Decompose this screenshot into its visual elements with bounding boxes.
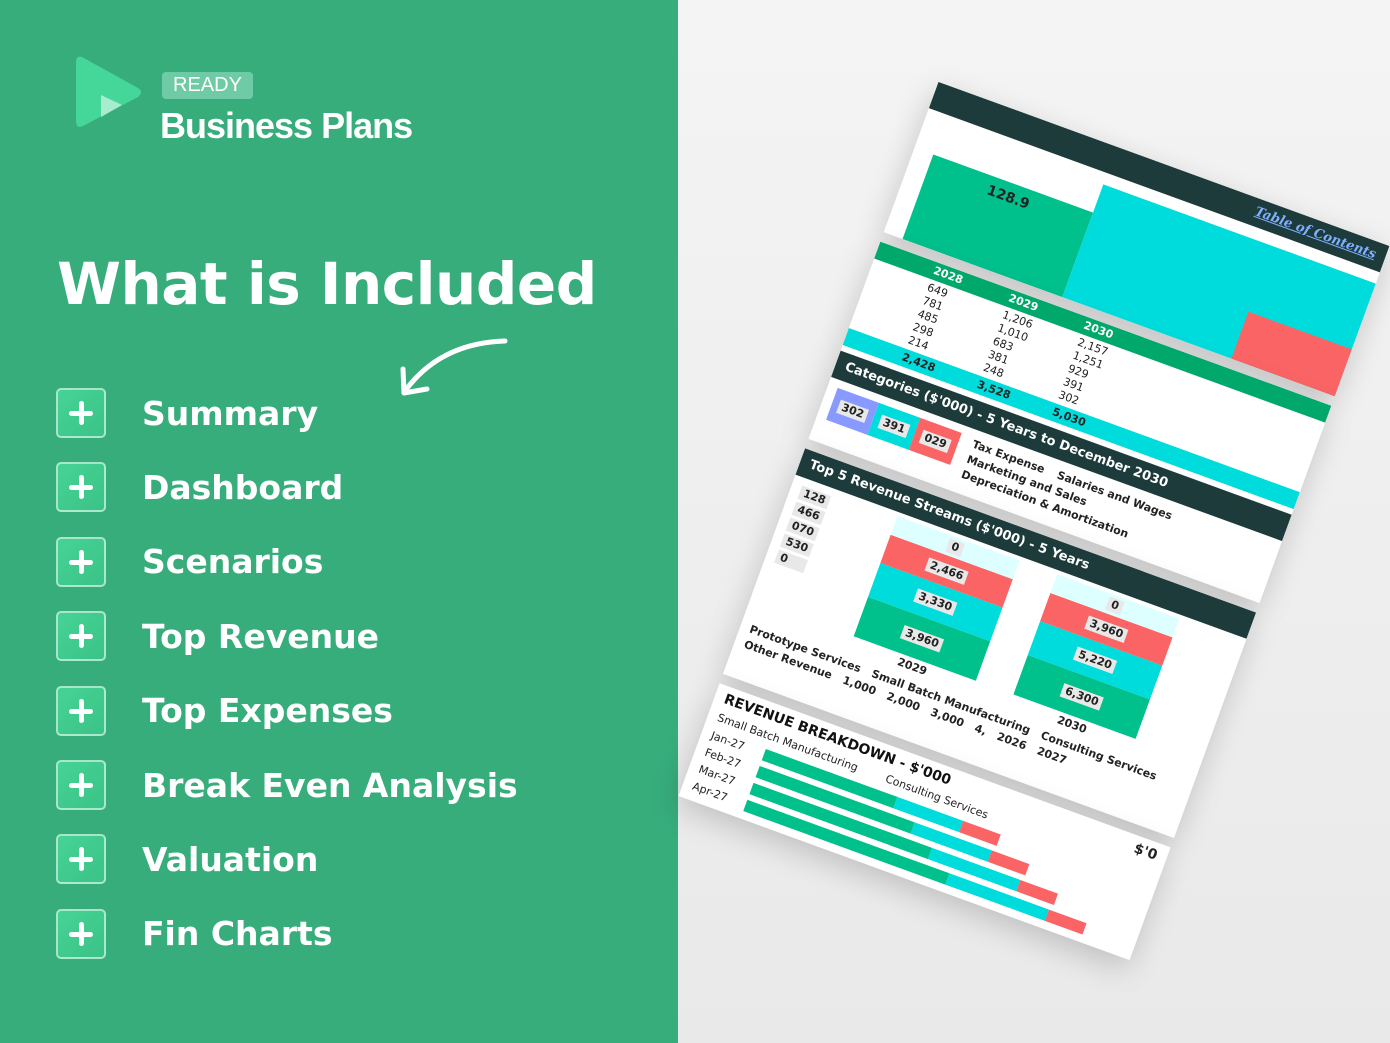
axis-tick: 4,	[972, 721, 989, 738]
data-label: 0	[945, 538, 965, 557]
data-label: 5,220	[1072, 646, 1118, 675]
data-label: 029	[918, 429, 953, 454]
included-item: Valuation	[56, 834, 319, 885]
ready-badge: READY	[162, 72, 253, 99]
collage-stack: Table of Contents 128.9 202820292030 649…	[678, 81, 1390, 961]
plus-icon	[56, 685, 106, 736]
item-label: Dashboard	[142, 467, 344, 507]
item-label: Break Even Analysis	[142, 765, 518, 805]
unit-label: $'0	[1131, 840, 1160, 864]
brand-name: Business Plans	[160, 105, 413, 146]
item-label: Top Expenses	[142, 691, 393, 731]
plus-icon	[56, 611, 106, 662]
plus-icon	[56, 908, 106, 959]
play-logo-icon	[76, 56, 141, 127]
plus-icon	[56, 536, 106, 587]
data-label: 2,466	[924, 557, 970, 586]
item-label: Scenarios	[142, 542, 324, 582]
data-label: 0	[1105, 596, 1125, 616]
included-item: Top Expenses	[56, 685, 393, 736]
included-item: Fin Charts	[56, 908, 333, 959]
included-item: Top Revenue	[56, 611, 379, 662]
item-label: Top Revenue	[142, 616, 379, 656]
data-label: 3,960	[1083, 615, 1129, 644]
data-label: 302	[835, 399, 870, 424]
item-label: Fin Charts	[142, 914, 333, 954]
included-item: Break Even Analysis	[56, 760, 518, 810]
item-label: Valuation	[142, 839, 319, 879]
spreadsheet-preview-collage: Table of Contents 128.9 202820292030 649…	[678, 0, 1390, 1043]
included-item: Summary	[56, 388, 318, 438]
included-item: Dashboard	[56, 462, 344, 513]
data-label: 6,300	[1059, 683, 1105, 711]
left-panel: READY Business Plans What is Included Su…	[0, 0, 678, 1043]
value-label: 128.9	[984, 182, 1032, 213]
page-title: What is Included	[57, 250, 597, 318]
partial-labels: 128 466 070 530 0	[774, 485, 832, 574]
data-label: 3,330	[912, 588, 958, 617]
included-item: Scenarios	[56, 536, 324, 587]
category-bar: 029	[908, 417, 962, 465]
plus-icon	[56, 462, 106, 513]
plus-icon	[56, 388, 106, 438]
plus-icon	[56, 834, 106, 885]
curved-arrow-icon	[400, 338, 508, 396]
data-label: 3,960	[899, 624, 945, 653]
data-label: 391	[876, 414, 911, 439]
plus-icon	[56, 760, 106, 810]
item-label: Summary	[142, 393, 319, 433]
